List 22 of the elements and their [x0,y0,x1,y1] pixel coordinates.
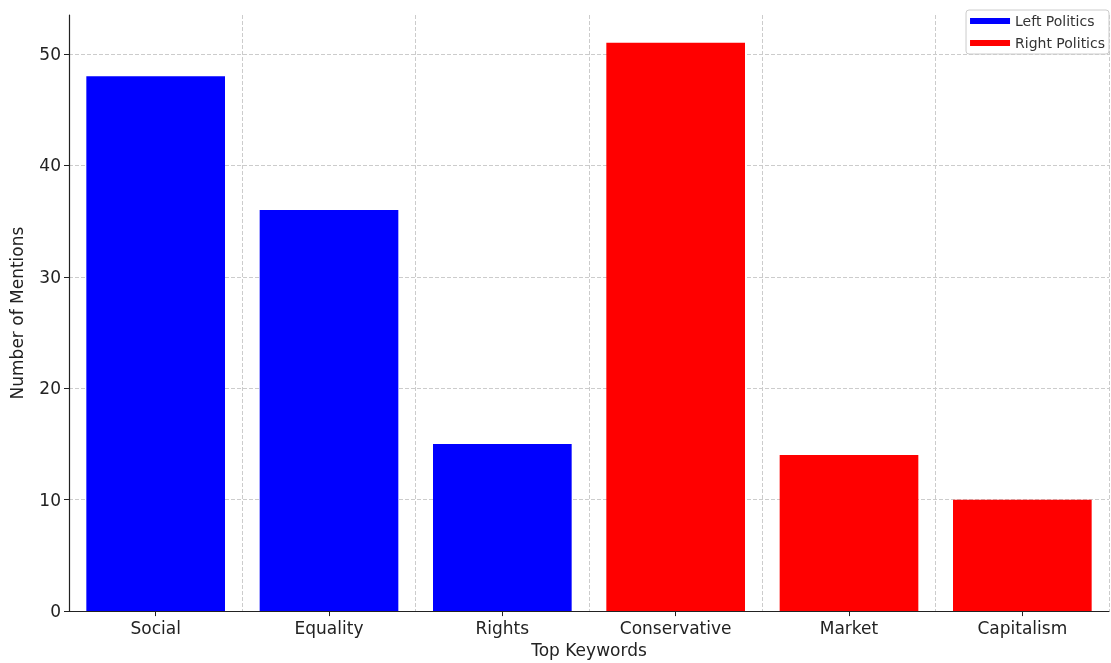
bar [86,76,225,612]
legend-label: Right Politics [1015,35,1106,51]
bar [953,499,1092,612]
x-tick-label: Equality [294,617,364,638]
x-tick-label: Conservative [619,617,732,638]
y-tick-label: 30 [39,266,61,287]
y-tick-label: 50 [39,44,61,64]
y-tick-label: 20 [39,378,61,399]
x-tick-label: Capitalism [977,617,1068,638]
y-tick-label: 40 [39,155,61,176]
bar [259,209,399,612]
x-axis-title: Top Keywords [530,639,647,660]
y-tick-label: 10 [39,489,61,510]
x-tick-label: Social [130,617,181,638]
bar [606,42,745,612]
y-axis-title: Number of Mentions [6,226,27,400]
y-tick-label: 0 [50,601,61,622]
x-tick-label: Rights [475,617,530,638]
bar [779,455,919,612]
x-tick-label: Market [819,617,879,638]
legend-label: Left Politics [1015,13,1095,29]
bar [433,443,572,612]
